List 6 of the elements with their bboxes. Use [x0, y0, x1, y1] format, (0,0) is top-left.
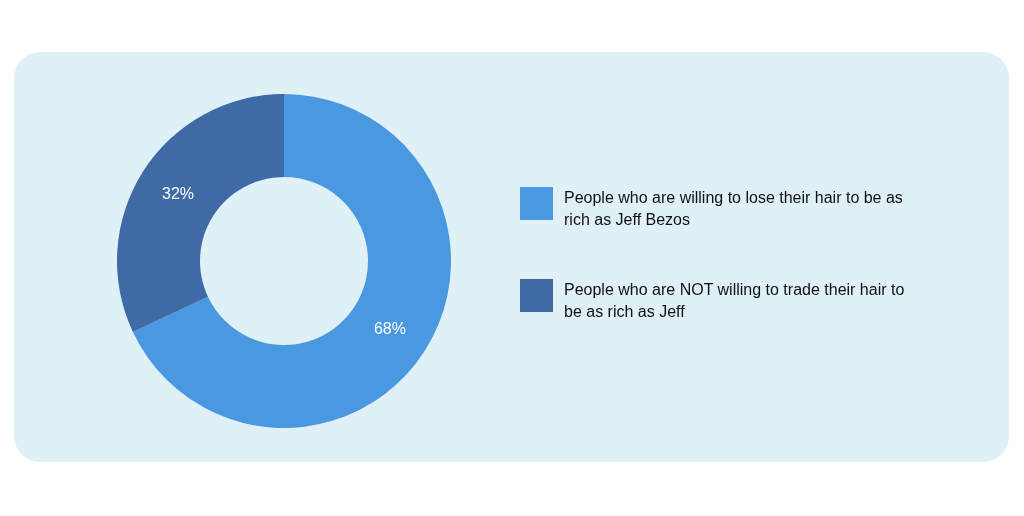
donut-slice	[132, 94, 451, 428]
data-label: 32%	[162, 185, 195, 203]
data-label: 68%	[373, 319, 406, 337]
donut-slice	[117, 94, 284, 333]
legend-label: People who are NOT willing to trade their hair to be as rich as Jeff	[564, 280, 905, 320]
legend-label: People who are willing to lose their hair to be as rich as Jeff Bezos	[564, 188, 903, 228]
